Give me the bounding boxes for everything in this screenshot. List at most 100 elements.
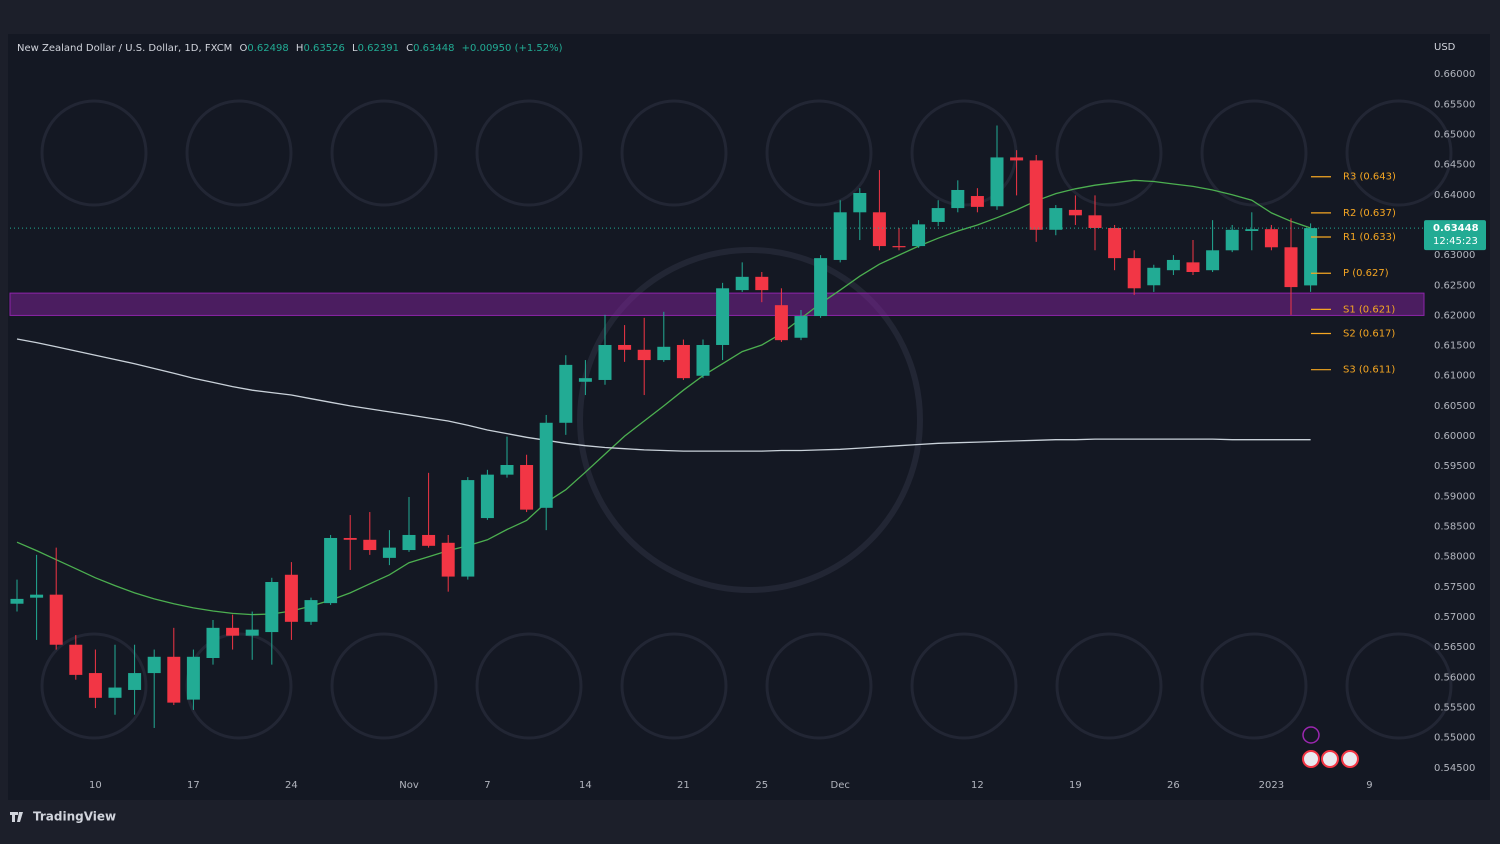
x-tick-label: 12 <box>971 780 984 791</box>
candle-body <box>363 539 377 551</box>
pivot-label: R1 (0.633) <box>1343 232 1396 243</box>
candle-body <box>853 192 867 213</box>
candle-body <box>1206 250 1220 271</box>
candle-body <box>1127 258 1141 289</box>
candle-body <box>324 537 338 604</box>
candle-body <box>382 547 396 558</box>
y-tick-label: 0.61000 <box>1434 371 1475 382</box>
brand: TradingView <box>33 810 116 824</box>
l-label: L <box>352 43 358 54</box>
y-tick-label: 0.60000 <box>1434 431 1475 442</box>
candle-body <box>304 600 318 622</box>
event-icon <box>1321 750 1339 768</box>
candle-body <box>892 246 906 248</box>
y-tick-label: 0.55500 <box>1434 702 1475 713</box>
watermark <box>910 632 1018 740</box>
currency: USD <box>1434 42 1456 53</box>
x-tick-label: 2023 <box>1259 780 1284 791</box>
watermark <box>475 632 583 740</box>
y-tick-label: 0.60500 <box>1434 401 1475 412</box>
pivot-label: R2 (0.637) <box>1343 208 1396 219</box>
candle-body <box>49 594 63 645</box>
watermark <box>620 99 728 207</box>
candle-body <box>265 582 279 633</box>
y-tick-label: 0.58500 <box>1434 522 1475 533</box>
candle-body <box>128 673 142 690</box>
candle-body <box>422 534 436 546</box>
pivot-label: R3 (0.643) <box>1343 172 1396 183</box>
y-tick-label: 0.54500 <box>1434 763 1475 774</box>
candle-body <box>1147 267 1161 286</box>
x-tick-label: 25 <box>755 780 768 791</box>
candle-body <box>1108 227 1122 259</box>
pivot-label: P (0.627) <box>1343 268 1389 279</box>
watermark <box>1345 99 1453 207</box>
x-tick-label: 17 <box>187 780 200 791</box>
watermark <box>40 99 148 207</box>
pivot-label: S2 (0.617) <box>1343 329 1395 340</box>
plot <box>9 125 1425 728</box>
price-tag-value: 0.63448 <box>1433 223 1479 234</box>
watermark <box>577 247 923 593</box>
candle-body <box>1264 229 1278 248</box>
candle-body <box>284 574 298 622</box>
candle-body <box>1225 229 1239 251</box>
candle-body <box>520 465 534 510</box>
y-tick-label: 0.64000 <box>1434 190 1475 201</box>
l-value: 0.62391 <box>358 43 399 54</box>
y-tick-label: 0.62500 <box>1434 280 1475 291</box>
candle-body <box>461 480 475 577</box>
candle-body <box>69 644 83 675</box>
x-tick-label: 19 <box>1069 780 1082 791</box>
y-tick-label: 0.61500 <box>1434 341 1475 352</box>
watermark <box>40 632 148 740</box>
watermark <box>1345 632 1453 740</box>
candle-body <box>441 542 455 577</box>
candle-body <box>186 656 200 700</box>
watermark <box>475 99 583 207</box>
candle-body <box>931 208 945 222</box>
h-label: H <box>296 43 304 54</box>
pivot-label: S3 (0.611) <box>1343 365 1395 376</box>
y-tick-label: 0.55000 <box>1434 733 1475 744</box>
watermark <box>1200 99 1308 207</box>
candle-body <box>951 189 965 209</box>
watermark <box>620 632 728 740</box>
event-icon <box>1341 750 1359 768</box>
o-value: 0.62498 <box>247 43 288 54</box>
x-tick-label: 24 <box>285 780 298 791</box>
candle-body <box>147 656 161 674</box>
candle-body <box>1166 259 1180 271</box>
candle-body <box>539 422 553 508</box>
panel <box>8 34 1490 800</box>
candle-body <box>814 258 828 317</box>
candle-body <box>402 534 416 551</box>
x-tick-label: 21 <box>677 780 690 791</box>
y-tick-label: 0.65000 <box>1434 129 1475 140</box>
price-tag <box>1424 220 1486 251</box>
watermarks <box>40 99 1453 740</box>
watermark <box>330 632 438 740</box>
candle-body <box>167 656 181 703</box>
candle-body <box>1088 215 1102 228</box>
candle-body <box>912 224 926 247</box>
c-label: C <box>406 43 413 54</box>
c-value: 0.63448 <box>413 43 454 54</box>
countdown: 12:45:23 <box>1433 236 1478 247</box>
y-tick-label: 0.66000 <box>1434 69 1475 80</box>
candle-body <box>10 598 24 604</box>
watermark <box>765 632 873 740</box>
x-tick-label: Dec <box>831 780 850 791</box>
candle-body <box>559 364 573 423</box>
watermark <box>330 99 438 207</box>
x-tick-label: 10 <box>89 780 102 791</box>
x-tick-label: 9 <box>1366 780 1372 791</box>
candle-body <box>1186 262 1200 273</box>
y-tick-label: 0.58000 <box>1434 552 1475 563</box>
y-tick-label: 0.56000 <box>1434 672 1475 683</box>
brand-logo <box>10 812 23 822</box>
event-icon <box>1302 750 1320 768</box>
y-tick-label: 0.56500 <box>1434 642 1475 653</box>
